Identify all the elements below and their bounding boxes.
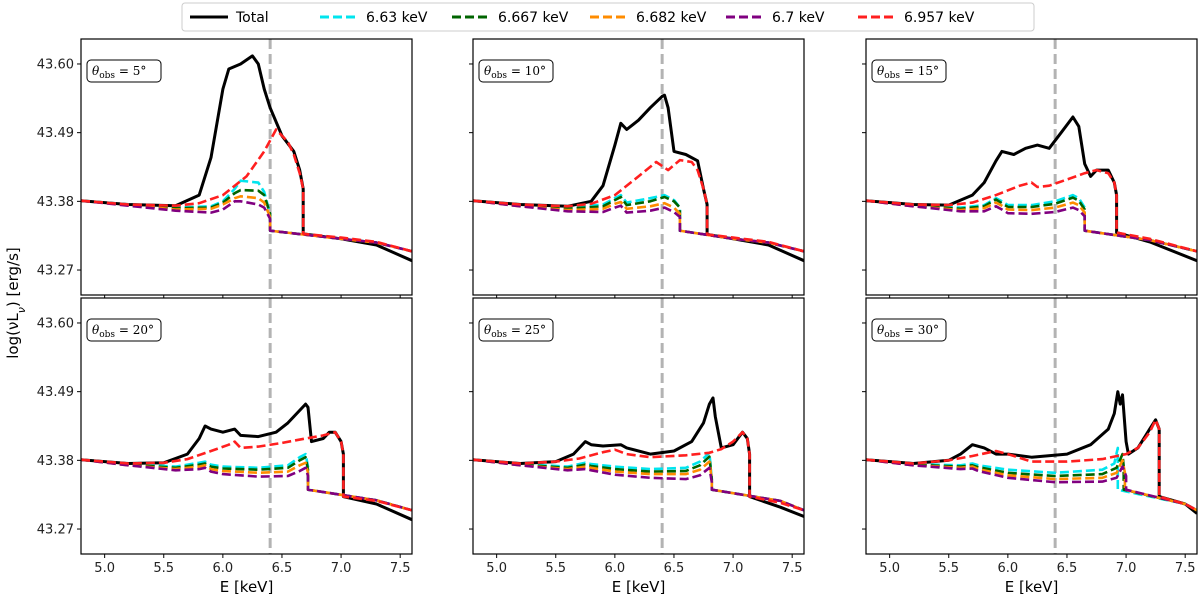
panel-3: θobs = 15° xyxy=(862,38,1198,299)
panel-4-xtick-label-5: 7.5 xyxy=(390,561,411,576)
panel-1-ytick-label-3: 43.60 xyxy=(37,57,74,72)
panel-4-ytick-label-0: 43.27 xyxy=(37,523,74,538)
panel-6-xtick-label-5: 7.5 xyxy=(1175,561,1196,576)
legend-label-4: 6.7 keV xyxy=(772,10,825,26)
panel-1-ytick-label-0: 43.27 xyxy=(37,264,74,279)
panel-3-series-6_667-keV xyxy=(866,196,1197,253)
panel-3-series-6_63-keV xyxy=(866,193,1197,253)
panel-6-series-Total xyxy=(866,390,1197,515)
panel-5-xtick-label-4: 7.0 xyxy=(723,561,744,576)
panel-5-annotation-box xyxy=(478,318,554,342)
panel-5-xtick-label-1: 5.5 xyxy=(545,561,566,576)
panel-4-series-6_682-keV xyxy=(81,458,412,512)
legend-label-1: 6.63 keV xyxy=(366,10,428,26)
panel-3-frame xyxy=(865,38,1198,296)
panel-2-annotation-box xyxy=(478,59,554,83)
panel-6-xtick-label-3: 6.5 xyxy=(1057,561,1078,576)
panel-2-series-6_7-keV xyxy=(473,199,804,253)
panel-6-annotation: θobs = 30° xyxy=(871,318,947,342)
panel-5: 5.0 5.5 6.0 6.5 7.0 7.5 E [keV] θobs = 25° xyxy=(469,297,805,596)
panel-6-xtick-label-4: 7.0 xyxy=(1116,561,1137,576)
legend-label-0: Total xyxy=(235,10,269,26)
panel-1-annotation-box xyxy=(86,59,162,83)
panel-5-series-6_7-keV xyxy=(473,458,804,512)
panel-1-series-6_7-keV xyxy=(81,199,412,253)
panel-5-annotation: θobs = 25° xyxy=(478,318,554,342)
panel-4-annotation-box xyxy=(86,318,162,342)
panel-5-annotation-text: θobs = 25° xyxy=(484,323,546,340)
legend-label-2: 6.667 keV xyxy=(498,10,569,26)
panel-4-xtick-label-1: 5.5 xyxy=(153,561,174,576)
panel-2-annotation-text: θobs = 10° xyxy=(484,64,546,81)
panel-4-annotation: θobs = 20° xyxy=(86,318,162,342)
panel-2-series-6_957-keV xyxy=(473,158,804,253)
panel-3-annotation-text: θobs = 15° xyxy=(877,64,939,81)
panel-5-xtick-label-2: 6.0 xyxy=(605,561,626,576)
panel-3-annotation: θobs = 15° xyxy=(871,59,947,83)
panel-4: 5.0 5.5 6.0 6.5 7.0 7.5 43.27 43.38 43.49 43.60 E … xyxy=(37,297,413,596)
panel-4-xtick-label-0: 5.0 xyxy=(94,561,115,576)
panel-5-xtick-label-3: 6.5 xyxy=(664,561,685,576)
panel-3-series-6_7-keV xyxy=(866,199,1197,253)
panel-1-annotation: θobs = 5° xyxy=(86,59,162,83)
panel-5-xtick-label-5: 7.5 xyxy=(782,561,803,576)
panel-5-frame xyxy=(472,297,805,555)
panel-4-xtick-label-4: 7.0 xyxy=(331,561,352,576)
panel-1-frame xyxy=(80,38,413,296)
panel-6-xtick-label-2: 6.0 xyxy=(998,561,1019,576)
panel-5-series-6_957-keV xyxy=(473,430,804,512)
panel-4-series-6_957-keV xyxy=(81,430,412,512)
panel-6-xtick-label-1: 5.5 xyxy=(938,561,959,576)
panel-1-annotation-text: θobs = 5° xyxy=(92,64,146,81)
panel-6: 5.0 5.5 6.0 6.5 7.0 7.5 E [keV] θobs = 30° xyxy=(862,297,1198,596)
panel-2-annotation: θobs = 10° xyxy=(478,59,554,83)
panel-6-annotation-text: θobs = 30° xyxy=(877,323,939,340)
legend-label-3: 6.682 keV xyxy=(636,10,707,26)
panel-6-x-axis-label: E [keV] xyxy=(1005,578,1059,596)
panel-4-frame xyxy=(80,297,413,555)
panel-4-ytick-label-1: 43.38 xyxy=(37,454,74,469)
panel-4-xtick-label-2: 6.0 xyxy=(213,561,234,576)
subplot-grid: 43.27 43.38 43.49 43.60 θobs = 5° θobs = 10° θ… xyxy=(37,38,1198,596)
panel-4-xtick-label-3: 6.5 xyxy=(272,561,293,576)
panel-2-frame xyxy=(472,38,805,296)
legend: Total 6.63 keV 6.667 keV 6.682 keV 6.7 keV 6.… xyxy=(181,2,1035,32)
panel-4-annotation-text: θobs = 20° xyxy=(92,323,154,340)
panel-6-series-6_957-keV xyxy=(866,418,1197,512)
panel-6-frame xyxy=(865,297,1198,555)
panel-1-ytick-label-2: 43.49 xyxy=(37,126,74,141)
panel-6-annotation-box xyxy=(871,318,947,342)
panel-4-ytick-label-2: 43.49 xyxy=(37,385,74,400)
panel-1: 43.27 43.38 43.49 43.60 θobs = 5° xyxy=(37,38,413,299)
y-axis-label: log(νLν) [erg/s] xyxy=(4,247,28,358)
panel-6-xtick-label-0: 5.0 xyxy=(879,561,900,576)
panel-5-xtick-label-0: 5.0 xyxy=(486,561,507,576)
panel-1-ytick-label-1: 43.38 xyxy=(37,195,74,210)
panel-1-series-6_957-keV xyxy=(81,128,412,253)
panel-5-x-axis-label: E [keV] xyxy=(612,578,666,596)
panel-3-series-6_957-keV xyxy=(866,168,1197,253)
panel-2: θobs = 10° xyxy=(469,38,805,299)
panel-4-x-axis-label: E [keV] xyxy=(220,578,274,596)
legend-label-5: 6.957 keV xyxy=(904,10,975,26)
panel-3-annotation-box xyxy=(871,59,947,83)
panel-6-series-6_7-keV xyxy=(866,458,1197,512)
panel-4-ytick-label-3: 43.60 xyxy=(37,316,74,331)
